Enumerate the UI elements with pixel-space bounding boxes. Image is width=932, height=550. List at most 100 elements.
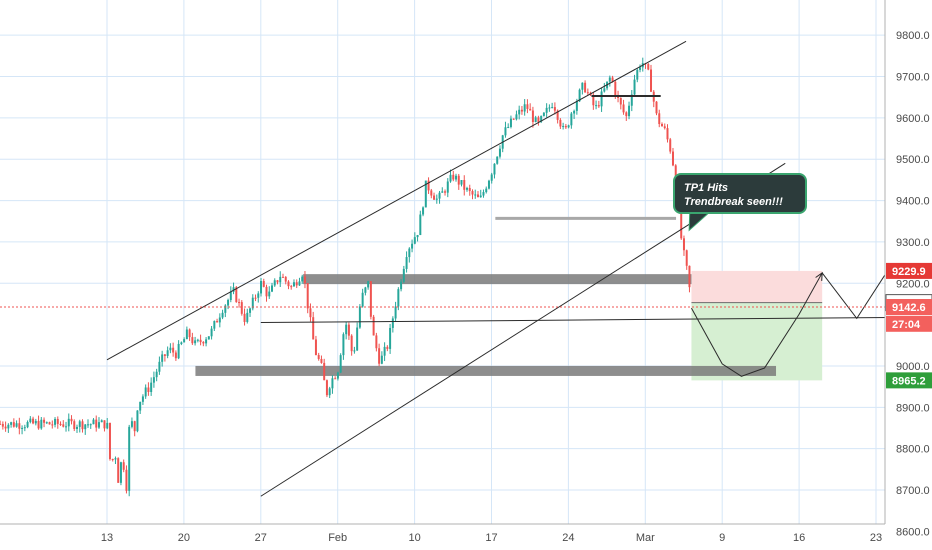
candle-up <box>562 125 565 127</box>
candle-down <box>457 175 460 185</box>
candle-down <box>243 313 246 322</box>
price-tick-label: 9700.0 <box>896 72 930 84</box>
candle-up <box>416 235 419 238</box>
candle-down <box>276 280 279 283</box>
grid <box>0 0 885 532</box>
candle-down <box>323 362 326 381</box>
time-tick-label[interactable]: 13 <box>101 532 113 544</box>
candle-down <box>314 339 317 356</box>
candle-up <box>298 281 301 286</box>
time-tick-label[interactable]: 10 <box>408 532 420 544</box>
candle-down <box>122 462 125 470</box>
candle-up <box>485 188 488 193</box>
candle-up <box>150 382 153 392</box>
candle-down <box>111 459 114 461</box>
time-tick-label[interactable]: 16 <box>793 532 805 544</box>
candle-up <box>441 191 444 193</box>
time-tick-label[interactable]: 17 <box>485 532 497 544</box>
candles <box>0 57 691 497</box>
zone-9210[interactable] <box>303 274 692 285</box>
candle-down <box>529 108 532 111</box>
candle-up <box>227 299 230 306</box>
candle-up <box>551 107 554 109</box>
candle-down <box>685 250 688 266</box>
candle-down <box>369 281 372 317</box>
candle-up <box>328 388 331 396</box>
candle-up <box>364 287 367 293</box>
candle-up <box>15 423 18 427</box>
candle-up <box>246 312 249 322</box>
candle-down <box>48 422 51 425</box>
stop-loss-zone[interactable] <box>691 270 823 303</box>
projection-path[interactable] <box>691 223 919 377</box>
candle-down <box>4 426 7 429</box>
candle-down <box>147 387 150 392</box>
candle-up <box>630 94 633 106</box>
candle-up <box>67 418 70 427</box>
candle-up <box>169 347 172 351</box>
candle-down <box>372 316 375 336</box>
candle-up <box>487 180 490 189</box>
candle-up <box>229 291 232 300</box>
candle-down <box>56 418 59 424</box>
time-tick-label[interactable]: 20 <box>178 532 190 544</box>
candle-up <box>26 422 29 428</box>
candle-down <box>476 194 479 198</box>
candle-up <box>603 88 606 92</box>
time-tick-label[interactable]: 24 <box>562 532 574 544</box>
candle-down <box>663 126 666 129</box>
candle-down <box>386 346 389 349</box>
candle-down <box>592 94 595 106</box>
candle-down <box>526 104 529 109</box>
candle-down <box>347 324 350 336</box>
countdown-label: 27:04 <box>892 319 921 331</box>
candle-down <box>295 282 298 286</box>
candle-up <box>408 248 411 258</box>
candle-down <box>281 276 284 278</box>
candle-up <box>342 334 345 356</box>
time-tick-label[interactable]: 27 <box>255 532 267 544</box>
candle-up <box>345 324 348 335</box>
candle-up <box>221 312 224 318</box>
time-tick-label[interactable]: Feb <box>328 532 347 544</box>
candle-down <box>0 423 2 425</box>
candle-up <box>608 77 611 82</box>
candle-up <box>353 350 356 352</box>
target-price-label-bg <box>886 372 932 389</box>
candle-up <box>380 355 383 364</box>
candle-up <box>548 107 551 109</box>
time-tick-label[interactable]: Mar <box>636 532 655 544</box>
callout-box[interactable]: TP1 Hits Trendbreak seen!!! <box>673 173 807 232</box>
time-axis-ticks[interactable]: 13 20 27 Feb 10 17 24 Mar 9 16 23 <box>101 532 882 544</box>
callout-line-1: TP1 Hits <box>684 182 728 194</box>
candle-down <box>682 238 685 251</box>
candle-down <box>240 302 243 314</box>
candle-up <box>394 306 397 319</box>
candle-up <box>639 67 642 70</box>
price-tick-label: 9200.0 <box>896 278 930 290</box>
candle-down <box>669 139 672 152</box>
candle-down <box>463 180 466 190</box>
time-tick-label[interactable]: 9 <box>719 532 725 544</box>
candle-down <box>556 110 559 120</box>
candle-down <box>559 119 562 127</box>
candle-down <box>433 195 436 200</box>
candle-up <box>356 327 359 351</box>
candle-up <box>438 192 441 199</box>
candle-up <box>183 339 186 343</box>
candle-up <box>65 426 68 428</box>
candle-up <box>84 424 87 430</box>
candle-up <box>339 355 342 373</box>
support-line[interactable] <box>260 316 932 324</box>
candle-up <box>493 163 496 175</box>
zone-8988[interactable] <box>195 365 777 376</box>
candle-up <box>498 148 501 157</box>
time-tick-label[interactable]: 23 <box>870 532 882 544</box>
candle-up <box>29 418 32 423</box>
candle-up <box>504 127 507 136</box>
candle-up <box>419 214 422 236</box>
upper-channel[interactable] <box>106 40 687 361</box>
candle-up <box>573 110 576 114</box>
candle-down <box>320 358 323 363</box>
